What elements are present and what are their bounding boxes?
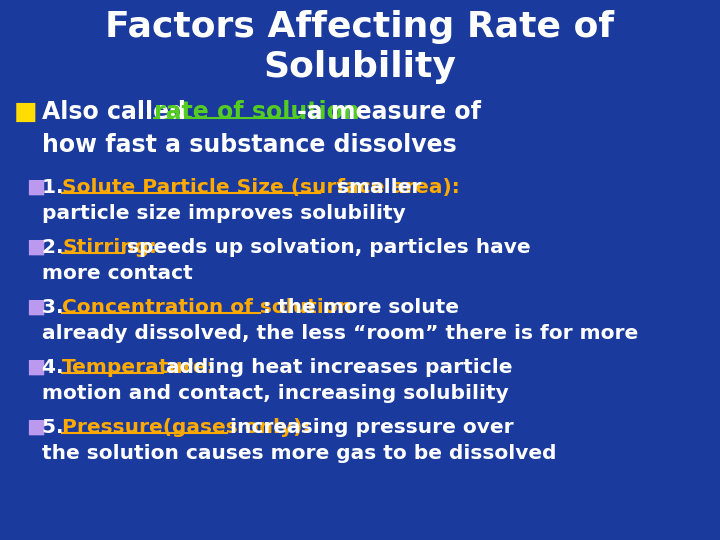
Text: -a measure of: -a measure of <box>297 100 481 124</box>
Text: Stirring:: Stirring: <box>62 238 157 257</box>
Text: Solubility: Solubility <box>264 50 456 84</box>
Text: : the more solute: : the more solute <box>263 298 459 317</box>
Text: rate of solution: rate of solution <box>154 100 360 124</box>
Text: increasing pressure over: increasing pressure over <box>230 418 513 437</box>
Text: smaller: smaller <box>323 178 421 197</box>
Text: ■: ■ <box>26 178 45 197</box>
Text: ■: ■ <box>26 358 45 377</box>
Text: the solution causes more gas to be dissolved: the solution causes more gas to be disso… <box>42 444 557 463</box>
Text: 3.: 3. <box>42 298 71 317</box>
Text: ■: ■ <box>14 100 37 124</box>
Text: Pressure(gases only):: Pressure(gases only): <box>62 418 310 437</box>
Text: 2.: 2. <box>42 238 71 257</box>
Text: speeds up solvation, particles have: speeds up solvation, particles have <box>127 238 531 257</box>
Text: 5.: 5. <box>42 418 71 437</box>
Text: motion and contact, increasing solubility: motion and contact, increasing solubilit… <box>42 384 509 403</box>
Text: how fast a substance dissolves: how fast a substance dissolves <box>42 133 456 157</box>
Text: Solute Particle Size (surface area):: Solute Particle Size (surface area): <box>62 178 460 197</box>
Text: Factors Affecting Rate of: Factors Affecting Rate of <box>105 10 615 44</box>
Text: already dissolved, the less “room” there is for more: already dissolved, the less “room” there… <box>42 324 638 343</box>
Text: more contact: more contact <box>42 264 193 283</box>
Text: Also called: Also called <box>42 100 194 124</box>
Text: ■: ■ <box>26 238 45 257</box>
Text: 4.: 4. <box>42 358 71 377</box>
Text: ■: ■ <box>26 298 45 317</box>
Text: adding heat increases particle: adding heat increases particle <box>166 358 513 377</box>
Text: Temperature:: Temperature: <box>62 358 215 377</box>
Text: Concentration of solution: Concentration of solution <box>62 298 352 317</box>
Text: particle size improves solubility: particle size improves solubility <box>42 204 406 223</box>
Text: ■: ■ <box>26 418 45 437</box>
Text: 1.: 1. <box>42 178 71 197</box>
